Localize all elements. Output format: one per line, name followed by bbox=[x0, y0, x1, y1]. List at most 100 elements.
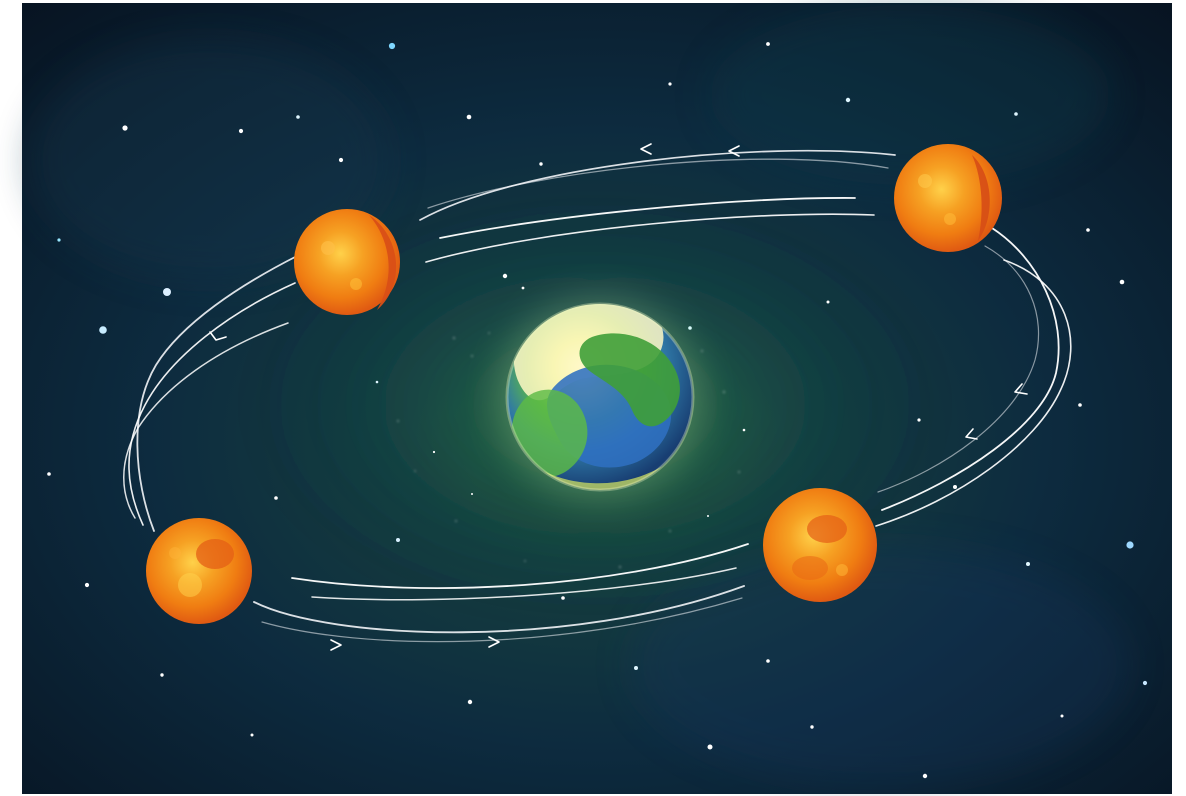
moon-spot bbox=[836, 564, 848, 576]
moon-shadow bbox=[369, 215, 397, 310]
moon-spot bbox=[169, 547, 181, 559]
moon-spot bbox=[944, 213, 956, 225]
speckle bbox=[488, 332, 490, 334]
speckle bbox=[414, 470, 416, 472]
arrow-icon bbox=[209, 331, 227, 341]
moon-icon-lower-left bbox=[146, 518, 252, 624]
orbit-arrows bbox=[209, 143, 1028, 651]
blue-cloud-bottom bbox=[630, 545, 1130, 785]
star bbox=[688, 326, 692, 330]
orbit-line-bottom-outer bbox=[253, 585, 745, 634]
star bbox=[99, 326, 107, 334]
star bbox=[1078, 403, 1082, 407]
star bbox=[122, 125, 128, 131]
star bbox=[707, 744, 713, 750]
arrow-icon bbox=[965, 428, 978, 440]
speckle bbox=[397, 420, 399, 422]
moon-icon-upper-left bbox=[294, 209, 400, 315]
moon-shadow bbox=[972, 155, 990, 241]
moon-spot bbox=[321, 241, 335, 255]
arrow-icon bbox=[640, 143, 652, 155]
star bbox=[1119, 279, 1125, 285]
blue-cloud-right bbox=[710, 5, 1110, 185]
star bbox=[668, 82, 672, 86]
star bbox=[471, 493, 473, 495]
star bbox=[250, 733, 254, 737]
star bbox=[1014, 112, 1018, 116]
speckle bbox=[455, 520, 457, 522]
orbit-line-top-mid bbox=[425, 213, 875, 263]
star bbox=[502, 273, 508, 279]
star bbox=[84, 582, 90, 588]
star bbox=[1086, 228, 1090, 232]
stars-layer bbox=[47, 42, 1148, 779]
arrow-icon bbox=[728, 145, 740, 157]
star bbox=[561, 596, 565, 600]
orbit-paths bbox=[123, 149, 1072, 643]
star bbox=[388, 42, 396, 50]
arrow-icon bbox=[488, 636, 500, 648]
moon-spot bbox=[792, 556, 828, 580]
star bbox=[375, 380, 379, 384]
orbit-line-bottom-mid bbox=[311, 567, 737, 601]
star bbox=[163, 288, 171, 296]
star bbox=[766, 42, 770, 46]
star bbox=[766, 659, 770, 663]
star bbox=[160, 673, 164, 677]
star bbox=[1126, 541, 1134, 549]
arrow-icon bbox=[330, 639, 342, 651]
star bbox=[810, 725, 814, 729]
orbit-line-top-inner bbox=[439, 197, 856, 239]
star bbox=[707, 515, 709, 517]
blue-cloud-left bbox=[30, 40, 390, 280]
orbit-line-left-outer bbox=[136, 255, 298, 532]
speckle bbox=[452, 336, 456, 340]
earth-land-left bbox=[511, 389, 588, 477]
orbit-line-left-mid bbox=[128, 282, 296, 526]
earth-land-right bbox=[579, 333, 680, 427]
star bbox=[466, 114, 472, 120]
star bbox=[826, 300, 830, 304]
speckle bbox=[722, 390, 726, 394]
moon-spot bbox=[178, 573, 202, 597]
speckle bbox=[701, 350, 703, 352]
moon-icon bbox=[294, 209, 400, 315]
speckle bbox=[618, 565, 622, 569]
speckle bbox=[471, 355, 473, 357]
earth-icon bbox=[498, 298, 702, 498]
speckle-texture bbox=[397, 332, 740, 569]
earth-rim bbox=[505, 302, 695, 492]
moon-icon bbox=[146, 518, 252, 624]
star bbox=[1060, 714, 1064, 718]
star bbox=[1142, 680, 1148, 686]
speckle bbox=[669, 530, 671, 532]
star bbox=[521, 286, 525, 290]
orbit-line-top-outer bbox=[419, 149, 896, 221]
orbit-line-right-mid bbox=[875, 259, 1072, 527]
moon-icon-lower-right bbox=[763, 488, 877, 602]
moon-icon-upper-right bbox=[894, 144, 1002, 252]
orbit-line-bottom-faint bbox=[261, 597, 743, 643]
star bbox=[274, 496, 278, 500]
arrow-icon bbox=[1014, 383, 1028, 395]
moon-spot bbox=[350, 278, 362, 290]
moon-spot bbox=[918, 174, 932, 188]
star bbox=[296, 115, 300, 119]
orbit-line-bottom-inner bbox=[291, 543, 749, 589]
moon-icon bbox=[894, 144, 1002, 252]
orbit-line-top-faint bbox=[427, 158, 889, 209]
star bbox=[922, 773, 928, 779]
earth-details bbox=[511, 304, 686, 490]
star bbox=[396, 538, 400, 542]
star bbox=[238, 128, 244, 134]
star bbox=[432, 450, 436, 454]
speckle bbox=[738, 471, 740, 473]
moon-shadow bbox=[807, 515, 847, 543]
star bbox=[467, 699, 473, 705]
star bbox=[634, 666, 638, 670]
moon-icon bbox=[763, 488, 877, 602]
star bbox=[845, 97, 851, 103]
star bbox=[47, 472, 51, 476]
